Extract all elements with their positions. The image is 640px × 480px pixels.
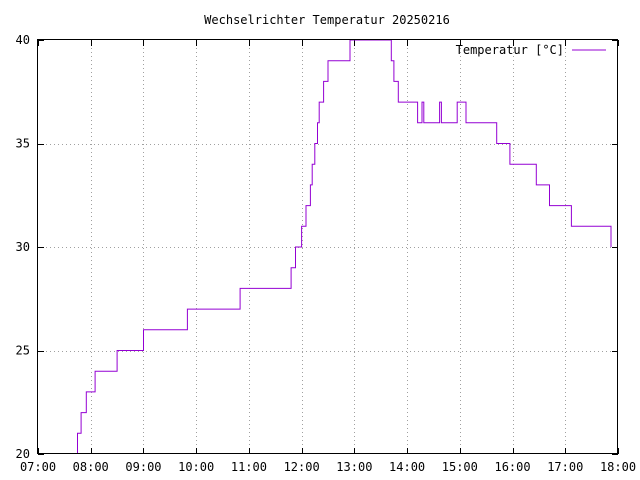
x-tick-label: 10:00 bbox=[178, 460, 214, 474]
x-tick-label: 09:00 bbox=[125, 460, 161, 474]
axis-ticks bbox=[38, 40, 619, 455]
x-tick-label: 18:00 bbox=[600, 460, 636, 474]
x-tick-label: 17:00 bbox=[547, 460, 583, 474]
grid-lines bbox=[38, 40, 618, 454]
chart-title: Wechselrichter Temperatur 20250216 bbox=[204, 13, 450, 27]
y-tick-labels: 20 25 30 35 40 bbox=[16, 33, 30, 461]
legend: Temperatur [°C] bbox=[456, 43, 606, 57]
x-tick-label: 15:00 bbox=[442, 460, 478, 474]
x-tick-labels: 07:00 08:00 09:00 10:00 11:00 12:00 13:00 14:00… bbox=[20, 460, 636, 474]
y-tick-label: 35 bbox=[16, 137, 30, 151]
y-tick-label: 30 bbox=[16, 240, 30, 254]
plot-frame bbox=[37, 39, 618, 454]
series-line-temperatur bbox=[74, 40, 612, 454]
legend-label-temperatur: Temperatur [°C] bbox=[456, 43, 564, 57]
x-tick-label: 16:00 bbox=[494, 460, 530, 474]
y-tick-label: 20 bbox=[16, 447, 30, 461]
x-tick-label: 11:00 bbox=[231, 460, 267, 474]
x-tick-label: 13:00 bbox=[336, 460, 372, 474]
plot-area bbox=[74, 40, 612, 454]
y-tick-label: 40 bbox=[16, 33, 30, 47]
x-tick-label: 08:00 bbox=[73, 460, 109, 474]
x-tick-label: 14:00 bbox=[389, 460, 425, 474]
y-tick-label: 25 bbox=[16, 344, 30, 358]
x-tick-label: 07:00 bbox=[20, 460, 56, 474]
x-tick-label: 12:00 bbox=[284, 460, 320, 474]
